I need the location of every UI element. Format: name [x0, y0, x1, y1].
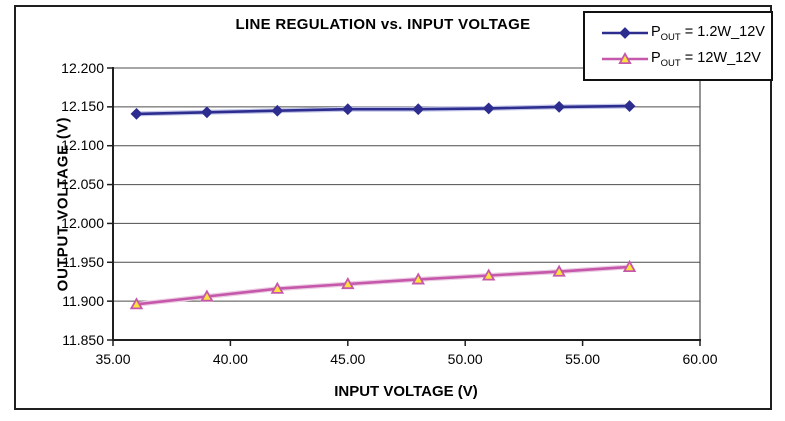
y-tick-label: 11.900: [62, 292, 104, 309]
y-tick-label: 12.050: [61, 176, 104, 193]
x-tick-label: 45.00: [330, 351, 366, 367]
x-tick-label: 35.00: [95, 351, 131, 367]
data-point-marker-diamond: [201, 106, 213, 119]
x-axis-title: INPUT VOLTAGE (V): [334, 383, 478, 400]
x-tick-label: 60.00: [682, 351, 718, 367]
data-point-marker-triangle: [341, 276, 355, 290]
series-line-0: [135, 104, 631, 116]
chart-title: LINE REGULATION vs. INPUT VOLTAGE: [235, 16, 531, 33]
legend-item: POUT = 1.2W_12V: [601, 24, 771, 43]
x-tick-label: 55.00: [565, 351, 601, 367]
data-point-marker-triangle: [411, 272, 425, 285]
y-tick-label: 12.150: [61, 98, 104, 115]
data-point-marker-triangle: [622, 259, 637, 273]
data-point-marker-diamond: [341, 103, 354, 116]
y-tick-label: 12.000: [61, 214, 104, 231]
legend-marker-diamond-icon: [602, 27, 648, 39]
legend-item: POUT = 12W_12V: [601, 49, 771, 69]
x-tick-label: 40.00: [212, 351, 248, 367]
legend: POUT = 1.2W_12V POUT = 12W_12V: [583, 11, 773, 81]
legend-label: POUT = 12W_12V: [651, 49, 761, 69]
legend-label: POUT = 1.2W_12V: [651, 23, 765, 43]
data-point-marker-diamond: [130, 107, 143, 120]
data-point-marker-triangle: [200, 289, 214, 302]
data-point-marker-triangle: [481, 268, 496, 281]
data-point-marker-triangle: [129, 297, 144, 310]
y-tick-label: 12.200: [61, 59, 104, 76]
y-tick-label: 11.850: [62, 331, 104, 348]
data-point-marker-diamond: [553, 100, 566, 113]
data-point-marker-triangle: [552, 264, 566, 277]
series-line-1: [135, 265, 631, 306]
data-point-marker-triangle: [270, 281, 285, 294]
data-point-marker-diamond: [482, 102, 495, 115]
legend-marker-triangle-icon: [602, 51, 648, 64]
y-tick-label: 12.100: [61, 137, 104, 154]
data-point-marker-diamond: [623, 100, 636, 112]
x-tick-label: 50.00: [447, 351, 483, 367]
data-point-marker-diamond: [412, 103, 425, 116]
y-tick-label: 11.950: [62, 253, 104, 270]
data-point-marker-diamond: [271, 104, 284, 117]
y-axis-title: OUTPUT VOLTAGE (V): [54, 116, 72, 292]
